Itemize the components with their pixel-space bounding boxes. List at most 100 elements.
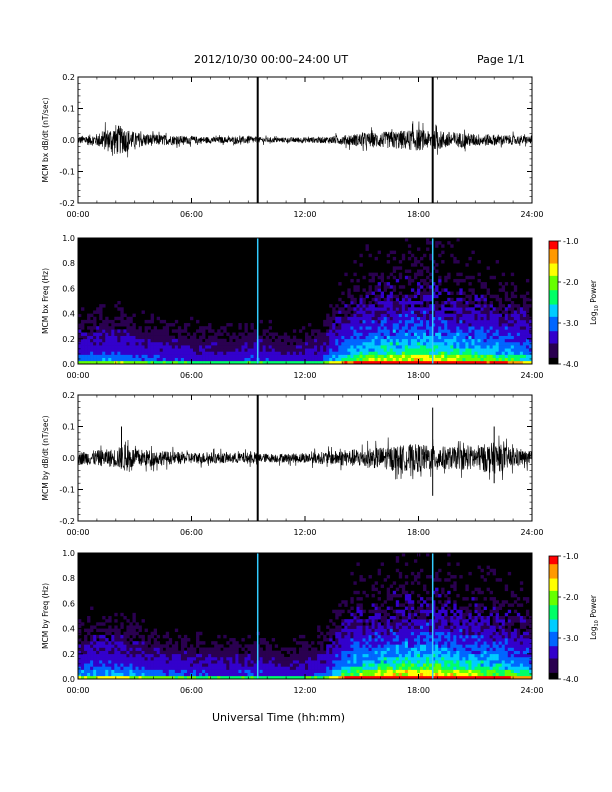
spectrogram-cell [380,291,384,295]
spectrogram-cell [453,313,457,318]
spectrogram-cell [489,319,493,324]
spectrogram-cell [507,313,512,318]
spectrogram-cell [444,634,448,639]
spectrogram-cell [271,351,276,355]
spectrogram-cell [404,581,409,585]
spectrogram-cell [441,666,445,670]
spectrogram-cell [395,360,400,365]
spectrogram-cell [329,323,333,327]
spectrogram-cell [335,672,339,677]
spectrogram-cell [486,313,490,318]
spectrogram-cell [268,319,273,324]
spectrogram-cell [450,345,454,349]
spectrogram-cell [205,351,209,355]
spectrogram-cell [407,313,412,318]
spectrogram-cell [465,348,469,352]
spectrogram-cell [317,634,321,639]
spectrogram-cell [120,341,124,346]
spectrogram-cell [247,357,251,362]
spectrogram-cell [174,319,179,324]
spectrogram-cell [413,631,418,636]
colorbar-segment [549,353,558,357]
spectrogram-cell [280,360,285,365]
spectrogram-cell [108,650,112,655]
spectrogram-cell [459,351,463,355]
spectrogram-cell [407,341,412,346]
spectrogram-cell [432,310,436,314]
spectrogram-cell [301,634,306,639]
spectrogram-cell [371,335,375,340]
spectrogram-cell [380,656,384,661]
spectrogram-cell [426,590,430,595]
spectrogram-cell [220,669,224,673]
colorbar-segment [549,284,558,287]
spectrogram-cell [483,348,487,352]
spectrogram-cell [444,578,448,582]
spectrogram-cell [435,319,439,324]
spectrogram-cell [377,634,381,639]
spectrogram-cell [265,341,269,346]
spectrogram-cell [277,351,282,355]
spectrogram-cell [377,288,381,292]
spectrogram-cell [120,660,124,664]
spectrogram-cell [165,641,170,645]
spectrogram-cell [250,332,254,336]
spectrogram-cell [465,301,469,305]
spectrogram-cell [426,644,430,648]
spectrogram-cell [171,323,176,327]
spectrogram-cell [462,291,466,295]
spectrogram-cell [413,660,418,664]
spectrogram-cell [362,628,366,633]
spectrogram-cell [474,357,478,362]
spectrogram-cell [404,619,409,623]
spectrogram-cell [350,663,354,667]
spectrogram-cell [498,335,503,340]
spectrogram-cell [335,335,339,340]
spectrogram-cell [165,663,170,667]
spectrogram-cell [105,675,109,680]
spectrogram-cell [81,345,85,349]
spectrogram-cell [220,338,224,343]
spectrogram-cell [93,357,97,362]
spectrogram-cell [359,357,363,362]
spectrogram-cell [480,348,484,352]
spectrogram-cell [510,329,515,333]
spectrogram-cell [350,319,354,324]
spectrogram-cell [453,619,457,623]
spectrogram-cell [416,301,421,305]
spectrogram-cell [129,675,133,680]
spectrogram-cell [495,310,500,314]
spectrogram-cell [438,332,442,336]
spectrogram-cell [114,619,118,623]
spectrogram-cell [147,669,151,673]
spectrogram-cell [308,360,312,365]
spectrogram-cell [410,628,415,633]
spectrogram-cell [444,625,448,629]
spectrogram-cell [392,316,397,321]
spectrogram-cell [120,672,124,677]
spectrogram-cell [186,348,191,352]
spectrogram-cell [183,638,188,642]
spectrogram-cell [444,357,448,362]
spectrogram-cell [407,675,412,680]
spectrogram-cell [480,326,484,330]
spectrogram-cell [401,584,406,588]
spectrogram-cell [235,653,239,658]
spectrogram-cell [404,672,409,677]
spectrogram-cell [338,669,342,673]
spectrogram-cell [81,669,85,673]
spectrogram-cell [93,319,97,324]
spectrogram-cell [435,647,439,651]
spectrogram-cell [480,304,484,308]
spectrogram-cell [84,319,88,324]
spectrogram-cell [238,653,242,658]
spectrogram-cell [238,354,242,358]
spectrogram-cell [395,628,400,633]
spectrogram-cell [335,666,339,670]
spectrogram-cell [147,332,151,336]
spectrogram-cell [341,644,345,648]
colorbar-segment [549,300,558,303]
spectrogram-cell [332,360,336,365]
spectrogram-cell [81,641,85,645]
spectrogram-cell [202,335,206,340]
